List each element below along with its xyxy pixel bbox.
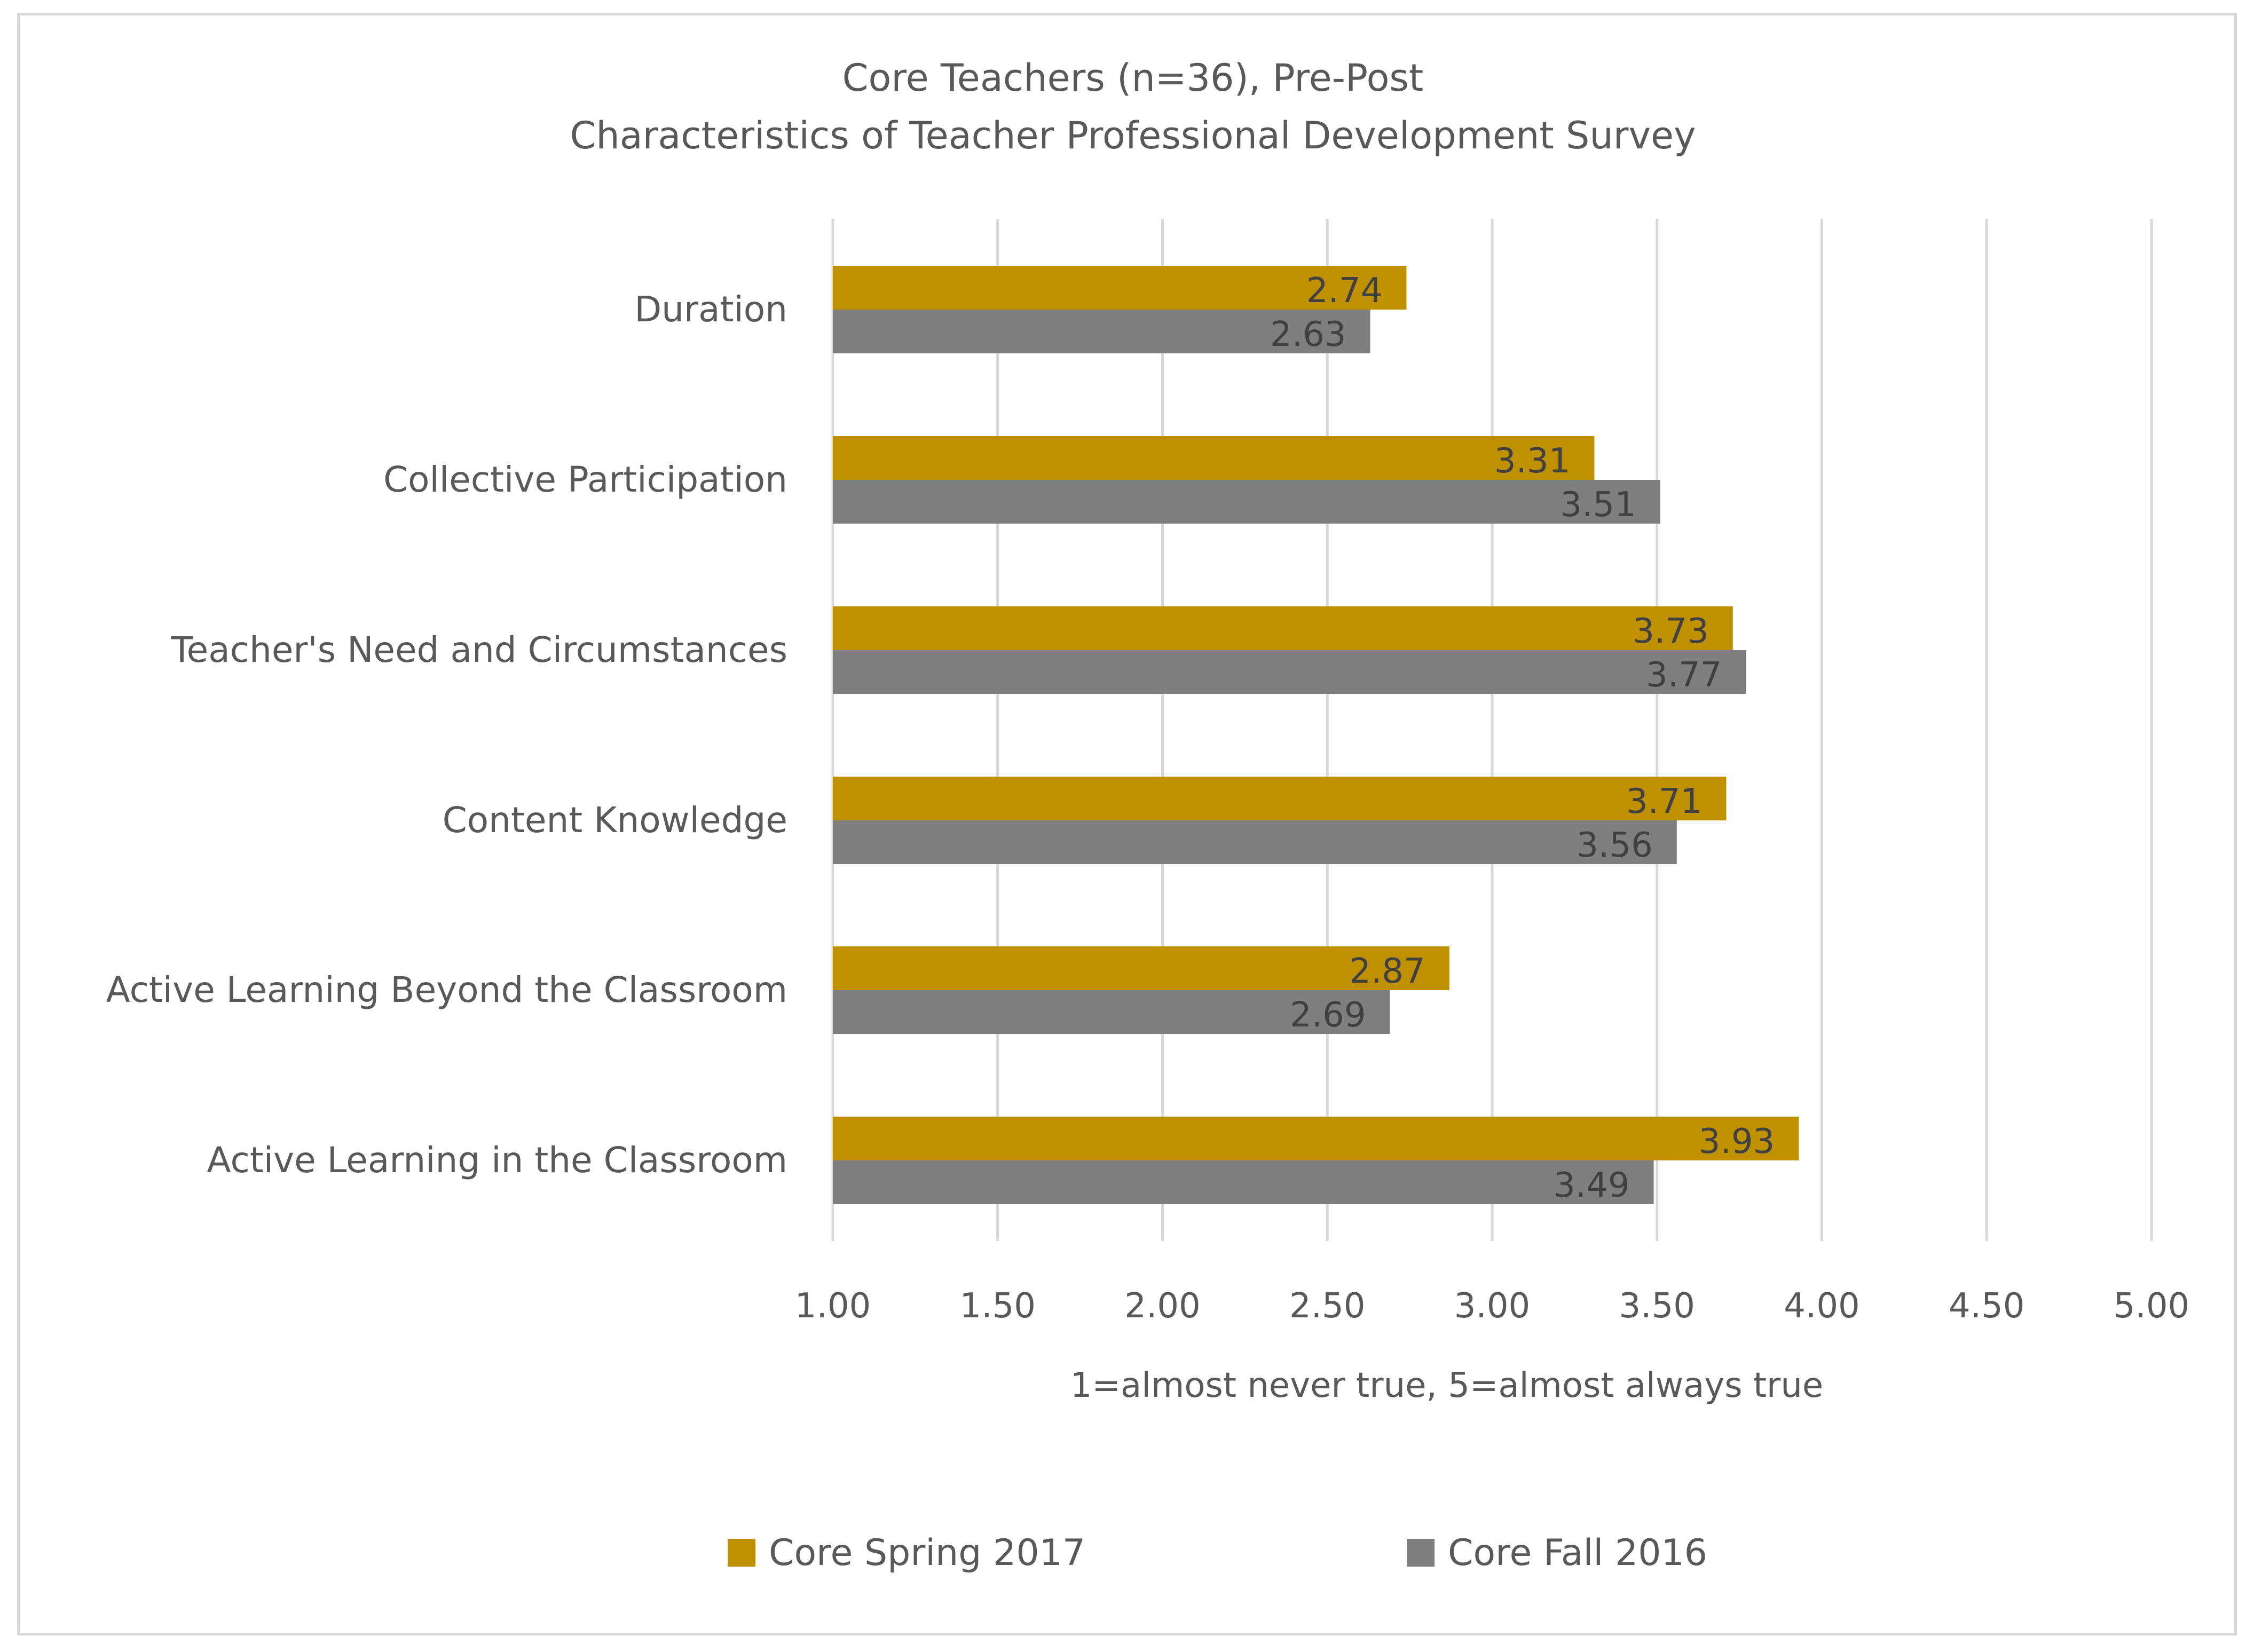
bar-fall-2016 — [833, 480, 1660, 524]
x-tick-label: 5.00 — [2114, 1286, 2190, 1326]
category-label: Active Learning in the Classroom — [207, 1140, 787, 1181]
data-label: 3.93 — [1699, 1122, 1775, 1161]
data-label: 3.31 — [1494, 441, 1571, 481]
data-label: 3.56 — [1577, 826, 1653, 865]
bars — [833, 266, 1799, 1204]
x-tick-label: 4.50 — [1949, 1286, 2025, 1326]
data-label: 2.69 — [1290, 995, 1366, 1035]
data-label: 3.49 — [1554, 1166, 1630, 1205]
x-tick-label: 3.00 — [1454, 1286, 1531, 1326]
category-label: Active Learning Beyond the Classroom — [106, 969, 787, 1010]
category-label: Collective Participation — [383, 459, 787, 500]
data-label: 3.51 — [1560, 485, 1636, 525]
bar-fall-2016 — [833, 310, 1370, 353]
x-tick-label: 4.00 — [1784, 1286, 1860, 1326]
legend-swatch-spring-2017 — [728, 1539, 755, 1567]
bar-fall-2016 — [833, 1160, 1654, 1204]
category-label: Teacher's Need and Circumstances — [171, 629, 787, 670]
legend: Core Spring 2017 Core Fall 2016 — [728, 1532, 1707, 1574]
legend-label-fall-2016: Core Fall 2016 — [1448, 1532, 1707, 1574]
data-label: 3.73 — [1633, 612, 1709, 651]
category-label: Duration — [634, 289, 787, 330]
bar-fall-2016 — [833, 990, 1390, 1034]
legend-label-spring-2017: Core Spring 2017 — [769, 1532, 1085, 1574]
x-tick-label: 3.50 — [1619, 1286, 1696, 1326]
bar-fall-2016 — [833, 820, 1677, 864]
gridlines — [831, 219, 2153, 1241]
x-tick-label: 2.00 — [1124, 1286, 1201, 1326]
x-tick-label: 2.50 — [1289, 1286, 1366, 1326]
data-label: 2.63 — [1270, 315, 1346, 354]
chart-subtitle: Characteristics of Teacher Professional … — [570, 114, 1696, 157]
data-label: 3.77 — [1646, 655, 1722, 695]
bar-spring-2017 — [833, 606, 1733, 650]
x-tick-label: 1.00 — [795, 1286, 871, 1326]
bar-spring-2017 — [833, 946, 1449, 990]
bar-spring-2017 — [833, 436, 1595, 480]
x-axis-title: 1=almost never true, 5=almost always tru… — [1070, 1366, 1824, 1405]
x-tick-label: 1.50 — [960, 1286, 1036, 1326]
bar-spring-2017 — [833, 266, 1407, 310]
category-labels: Duration Collective Participation Teacher'… — [106, 289, 787, 1181]
data-label: 3.71 — [1626, 782, 1703, 821]
bar-spring-2017 — [833, 1117, 1799, 1160]
bar-spring-2017 — [833, 777, 1727, 820]
data-label: 2.74 — [1306, 271, 1383, 311]
category-label: Content Knowledge — [443, 800, 787, 841]
data-labels: 2.74 2.63 3.313.51 3.73 3.77 3.71 3.56 2.87 2.69… — [1270, 271, 1775, 1205]
legend-swatch-fall-2016 — [1407, 1539, 1435, 1567]
chart-title: Core Teachers (n=36), Pre-Post — [842, 56, 1424, 100]
x-tick-labels: 1.00 1.50 2.00 2.50 3.00 3.50 4.00 4.50 5.00 — [795, 1286, 2190, 1326]
data-label: 2.87 — [1349, 952, 1425, 991]
bar-fall-2016 — [833, 650, 1746, 694]
